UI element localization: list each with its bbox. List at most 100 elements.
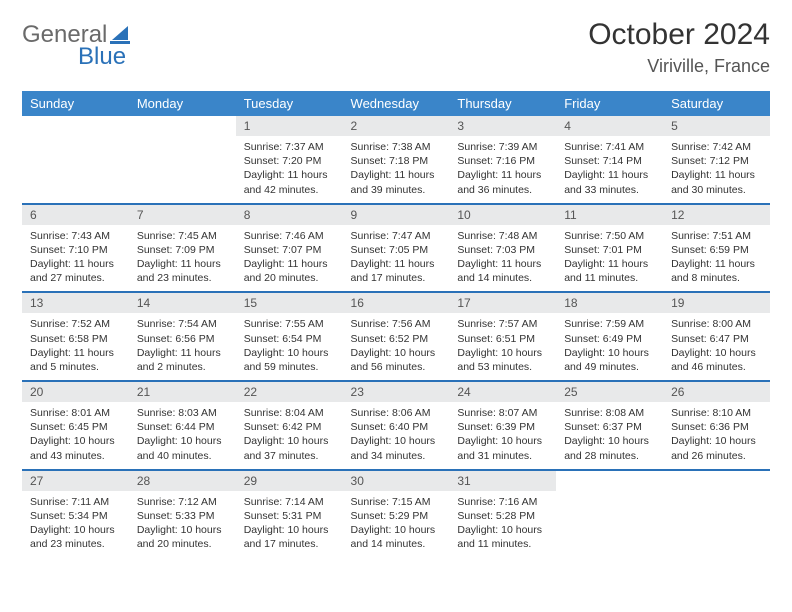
day-cell: 11Sunrise: 7:50 AMSunset: 7:01 PMDayligh…	[556, 204, 663, 293]
day-number: 29	[236, 471, 343, 491]
day-cell: 1Sunrise: 7:37 AMSunset: 7:20 PMDaylight…	[236, 116, 343, 204]
day-body: Sunrise: 7:15 AMSunset: 5:29 PMDaylight:…	[343, 491, 450, 558]
daylight-text: Daylight: 11 hours and 17 minutes.	[351, 257, 442, 285]
day-body: Sunrise: 8:00 AMSunset: 6:47 PMDaylight:…	[663, 313, 770, 380]
daylight-text: Daylight: 10 hours and 43 minutes.	[30, 434, 121, 462]
day-number: 19	[663, 293, 770, 313]
sunrise-text: Sunrise: 8:07 AM	[457, 406, 548, 420]
day-body: Sunrise: 7:39 AMSunset: 7:16 PMDaylight:…	[449, 136, 556, 203]
calendar-table: Sunday Monday Tuesday Wednesday Thursday…	[22, 91, 770, 557]
day-number: 2	[343, 116, 450, 136]
sunrise-text: Sunrise: 7:15 AM	[351, 495, 442, 509]
sunset-text: Sunset: 6:36 PM	[671, 420, 762, 434]
daylight-text: Daylight: 10 hours and 46 minutes.	[671, 346, 762, 374]
daylight-text: Daylight: 11 hours and 2 minutes.	[137, 346, 228, 374]
header: GeneralBlue October 2024 Viriville, Fran…	[22, 18, 770, 77]
daylight-text: Daylight: 11 hours and 23 minutes.	[137, 257, 228, 285]
sunrise-text: Sunrise: 7:48 AM	[457, 229, 548, 243]
sunrise-text: Sunrise: 7:46 AM	[244, 229, 335, 243]
day-number: 22	[236, 382, 343, 402]
day-cell: 19Sunrise: 8:00 AMSunset: 6:47 PMDayligh…	[663, 292, 770, 381]
day-number: 4	[556, 116, 663, 136]
daylight-text: Daylight: 10 hours and 31 minutes.	[457, 434, 548, 462]
daylight-text: Daylight: 10 hours and 37 minutes.	[244, 434, 335, 462]
day-body: Sunrise: 7:37 AMSunset: 7:20 PMDaylight:…	[236, 136, 343, 203]
sunset-text: Sunset: 6:39 PM	[457, 420, 548, 434]
sunset-text: Sunset: 6:47 PM	[671, 332, 762, 346]
day-number: 10	[449, 205, 556, 225]
day-number: 8	[236, 205, 343, 225]
day-header: Monday	[129, 91, 236, 116]
day-cell: 12Sunrise: 7:51 AMSunset: 6:59 PMDayligh…	[663, 204, 770, 293]
sunrise-text: Sunrise: 7:52 AM	[30, 317, 121, 331]
day-cell: 2Sunrise: 7:38 AMSunset: 7:18 PMDaylight…	[343, 116, 450, 204]
sunrise-text: Sunrise: 7:55 AM	[244, 317, 335, 331]
week-row: 27Sunrise: 7:11 AMSunset: 5:34 PMDayligh…	[22, 470, 770, 558]
day-body: Sunrise: 7:59 AMSunset: 6:49 PMDaylight:…	[556, 313, 663, 380]
day-number: 14	[129, 293, 236, 313]
day-cell: 30Sunrise: 7:15 AMSunset: 5:29 PMDayligh…	[343, 470, 450, 558]
daylight-text: Daylight: 10 hours and 11 minutes.	[457, 523, 548, 551]
day-number: 26	[663, 382, 770, 402]
brand-part2: Blue	[78, 46, 126, 68]
day-body: Sunrise: 7:16 AMSunset: 5:28 PMDaylight:…	[449, 491, 556, 558]
day-header: Thursday	[449, 91, 556, 116]
day-cell: 29Sunrise: 7:14 AMSunset: 5:31 PMDayligh…	[236, 470, 343, 558]
sunrise-text: Sunrise: 7:56 AM	[351, 317, 442, 331]
day-body: Sunrise: 8:07 AMSunset: 6:39 PMDaylight:…	[449, 402, 556, 469]
day-number: 30	[343, 471, 450, 491]
day-body: Sunrise: 8:04 AMSunset: 6:42 PMDaylight:…	[236, 402, 343, 469]
sunset-text: Sunset: 7:18 PM	[351, 154, 442, 168]
sunset-text: Sunset: 7:20 PM	[244, 154, 335, 168]
sunrise-text: Sunrise: 7:59 AM	[564, 317, 655, 331]
day-body: Sunrise: 7:12 AMSunset: 5:33 PMDaylight:…	[129, 491, 236, 558]
day-cell: 31Sunrise: 7:16 AMSunset: 5:28 PMDayligh…	[449, 470, 556, 558]
sunset-text: Sunset: 7:05 PM	[351, 243, 442, 257]
daylight-text: Daylight: 11 hours and 30 minutes.	[671, 168, 762, 196]
daylight-text: Daylight: 10 hours and 26 minutes.	[671, 434, 762, 462]
day-cell: ..	[663, 470, 770, 558]
sunset-text: Sunset: 6:59 PM	[671, 243, 762, 257]
day-header: Wednesday	[343, 91, 450, 116]
sunrise-text: Sunrise: 8:08 AM	[564, 406, 655, 420]
sunrise-text: Sunrise: 7:16 AM	[457, 495, 548, 509]
day-cell: 21Sunrise: 8:03 AMSunset: 6:44 PMDayligh…	[129, 381, 236, 470]
sunrise-text: Sunrise: 7:47 AM	[351, 229, 442, 243]
sunset-text: Sunset: 6:37 PM	[564, 420, 655, 434]
sunrise-text: Sunrise: 8:00 AM	[671, 317, 762, 331]
day-number: 12	[663, 205, 770, 225]
week-row: 6Sunrise: 7:43 AMSunset: 7:10 PMDaylight…	[22, 204, 770, 293]
sunrise-text: Sunrise: 8:10 AM	[671, 406, 762, 420]
day-body: Sunrise: 8:10 AMSunset: 6:36 PMDaylight:…	[663, 402, 770, 469]
day-body: Sunrise: 7:47 AMSunset: 7:05 PMDaylight:…	[343, 225, 450, 292]
sunrise-text: Sunrise: 7:39 AM	[457, 140, 548, 154]
day-body: Sunrise: 7:50 AMSunset: 7:01 PMDaylight:…	[556, 225, 663, 292]
day-cell: 14Sunrise: 7:54 AMSunset: 6:56 PMDayligh…	[129, 292, 236, 381]
sail-icon	[110, 26, 130, 44]
day-number: 1	[236, 116, 343, 136]
day-number: 15	[236, 293, 343, 313]
day-number: 6	[22, 205, 129, 225]
day-cell: 8Sunrise: 7:46 AMSunset: 7:07 PMDaylight…	[236, 204, 343, 293]
sunrise-text: Sunrise: 7:11 AM	[30, 495, 121, 509]
sunset-text: Sunset: 6:40 PM	[351, 420, 442, 434]
day-cell: ..	[556, 470, 663, 558]
title-block: October 2024 Viriville, France	[588, 18, 770, 77]
sunset-text: Sunset: 5:31 PM	[244, 509, 335, 523]
day-cell: 28Sunrise: 7:12 AMSunset: 5:33 PMDayligh…	[129, 470, 236, 558]
daylight-text: Daylight: 10 hours and 28 minutes.	[564, 434, 655, 462]
day-number: 5	[663, 116, 770, 136]
sunrise-text: Sunrise: 7:37 AM	[244, 140, 335, 154]
sunrise-text: Sunrise: 7:42 AM	[671, 140, 762, 154]
sunset-text: Sunset: 6:58 PM	[30, 332, 121, 346]
day-number: 9	[343, 205, 450, 225]
day-cell: 26Sunrise: 8:10 AMSunset: 6:36 PMDayligh…	[663, 381, 770, 470]
sunset-text: Sunset: 6:56 PM	[137, 332, 228, 346]
sunrise-text: Sunrise: 8:04 AM	[244, 406, 335, 420]
location: Viriville, France	[588, 56, 770, 77]
sunset-text: Sunset: 6:52 PM	[351, 332, 442, 346]
day-cell: 15Sunrise: 7:55 AMSunset: 6:54 PMDayligh…	[236, 292, 343, 381]
day-body: Sunrise: 7:41 AMSunset: 7:14 PMDaylight:…	[556, 136, 663, 203]
sunrise-text: Sunrise: 7:12 AM	[137, 495, 228, 509]
day-body: Sunrise: 7:55 AMSunset: 6:54 PMDaylight:…	[236, 313, 343, 380]
